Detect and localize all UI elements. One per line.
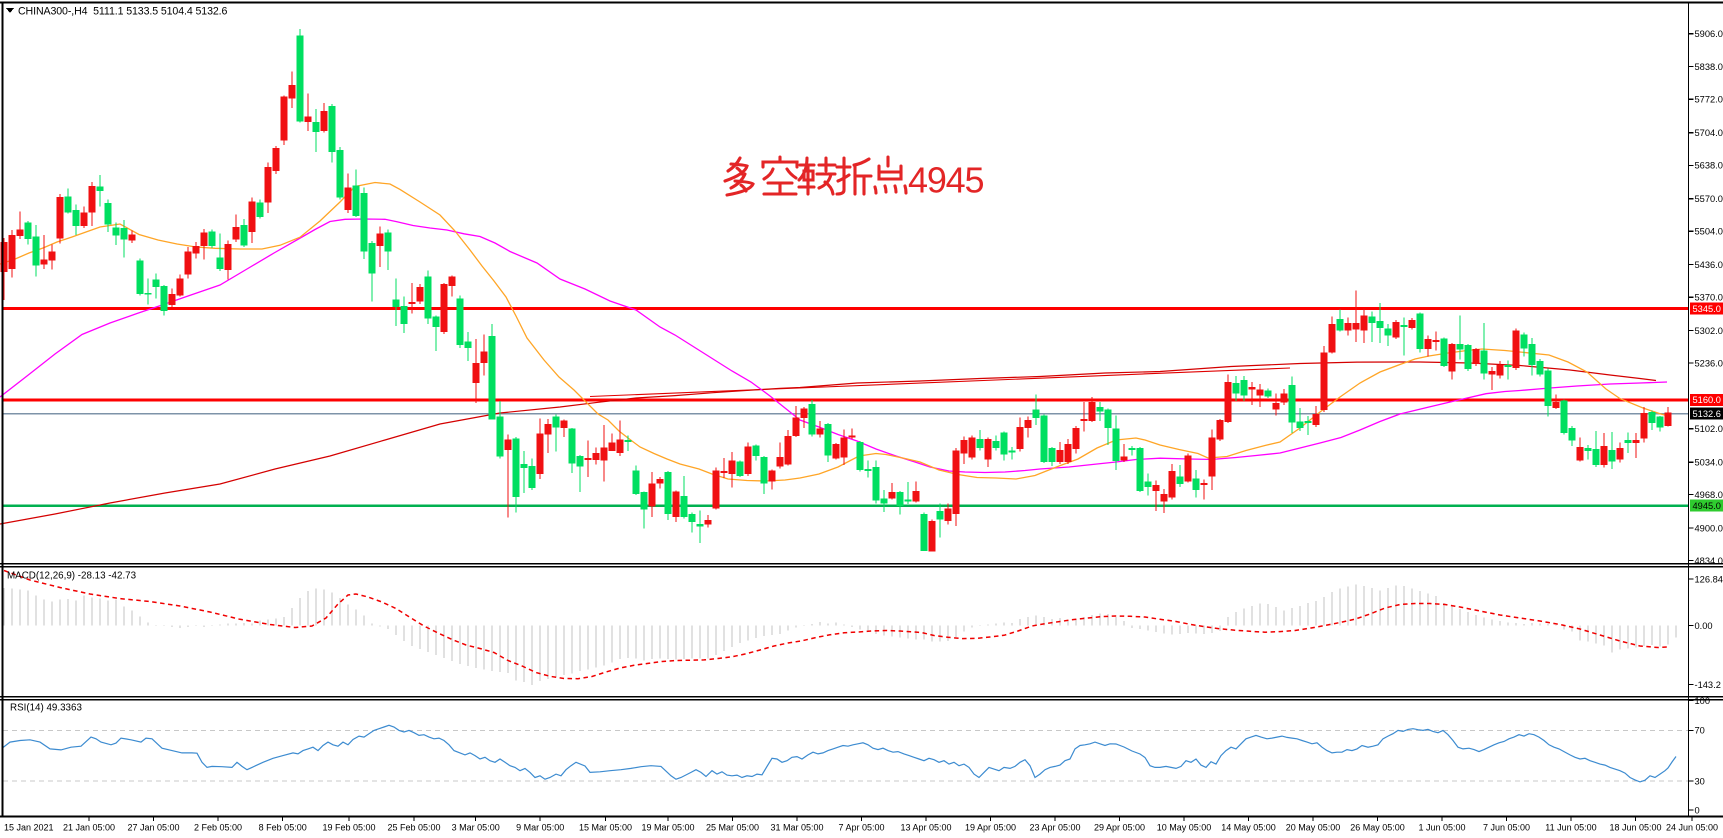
svg-text:11 Jun 05:00: 11 Jun 05:00 [1545,823,1596,833]
svg-text:5838.0: 5838.0 [1695,62,1723,72]
svg-text:4834.0: 4834.0 [1695,556,1723,566]
svg-text:26 May 05:00: 26 May 05:00 [1350,823,1405,833]
svg-text:10 May 05:00: 10 May 05:00 [1157,823,1212,833]
svg-text:18 Jun 05:00: 18 Jun 05:00 [1609,823,1661,833]
svg-text:9 Mar 05:00: 9 Mar 05:00 [516,823,564,833]
svg-text:5160.0: 5160.0 [1693,395,1721,405]
svg-text:4945: 4945 [908,160,983,201]
svg-text:5302.0: 5302.0 [1695,326,1723,336]
svg-text:21 Jan 05:00: 21 Jan 05:00 [63,823,115,833]
svg-text:126.84: 126.84 [1695,574,1723,584]
svg-text:5504.0: 5504.0 [1695,227,1723,237]
svg-text:5570.0: 5570.0 [1695,194,1723,204]
svg-text:20 May 05:00: 20 May 05:00 [1286,823,1341,833]
svg-text:4968.0: 4968.0 [1695,490,1723,500]
svg-text:27 Jan 05:00: 27 Jan 05:00 [127,823,179,833]
svg-text:19 Apr 05:00: 19 Apr 05:00 [965,823,1016,833]
svg-text:4900.0: 4900.0 [1695,523,1723,533]
svg-text:RSI(14) 49.3363: RSI(14) 49.3363 [10,703,82,714]
svg-text:5236.0: 5236.0 [1695,358,1723,368]
svg-text:19 Mar 05:00: 19 Mar 05:00 [641,823,694,833]
svg-text:15 Mar 05:00: 15 Mar 05:00 [579,823,632,833]
svg-text:24 Jun 05:00: 24 Jun 05:00 [1666,823,1718,833]
svg-text:CHINA300-,H4 5111.1 5133.5 51: CHINA300-,H4 5111.1 5133.5 5104.4 5132.6 [18,6,228,18]
svg-text:8 Feb 05:00: 8 Feb 05:00 [259,823,307,833]
svg-text:100: 100 [1695,696,1711,706]
svg-text:70: 70 [1695,726,1705,736]
svg-text:30: 30 [1695,776,1705,786]
svg-text:7 Apr 05:00: 7 Apr 05:00 [838,823,884,833]
svg-text:5704.0: 5704.0 [1695,128,1723,138]
svg-text:4945.0: 4945.0 [1693,501,1721,511]
svg-text:5370.0: 5370.0 [1695,293,1723,303]
svg-text:3 Mar 05:00: 3 Mar 05:00 [452,823,500,833]
svg-text:15 Jan 2021: 15 Jan 2021 [4,823,54,833]
svg-text:14 May 05:00: 14 May 05:00 [1221,823,1276,833]
svg-text:29 Apr 05:00: 29 Apr 05:00 [1094,823,1145,833]
svg-text:25 Feb 05:00: 25 Feb 05:00 [387,823,440,833]
svg-text:0: 0 [1695,805,1700,815]
svg-text:5436.0: 5436.0 [1695,260,1723,270]
svg-text:7 Jun 05:00: 7 Jun 05:00 [1483,823,1530,833]
svg-text:2 Feb 05:00: 2 Feb 05:00 [194,823,242,833]
svg-text:19 Feb 05:00: 19 Feb 05:00 [322,823,375,833]
svg-text:5906.0: 5906.0 [1695,29,1723,39]
svg-text:5772.0: 5772.0 [1695,95,1723,105]
svg-text:5034.0: 5034.0 [1695,458,1723,468]
svg-text:5638.0: 5638.0 [1695,161,1723,171]
svg-text:5345.0: 5345.0 [1693,304,1721,314]
svg-text:5132.6: 5132.6 [1693,409,1721,419]
svg-text:23 Apr 05:00: 23 Apr 05:00 [1029,823,1080,833]
svg-text:MACD(12,26,9) -28.13 -42.73: MACD(12,26,9) -28.13 -42.73 [7,571,137,582]
svg-text:25 Mar 05:00: 25 Mar 05:00 [706,823,759,833]
svg-text:5102.0: 5102.0 [1695,424,1723,434]
svg-text:31 Mar 05:00: 31 Mar 05:00 [770,823,823,833]
svg-text:13 Apr 05:00: 13 Apr 05:00 [900,823,951,833]
svg-text:1 Jun 05:00: 1 Jun 05:00 [1418,823,1465,833]
svg-text:0.00: 0.00 [1695,621,1713,631]
svg-text:-143.2: -143.2 [1695,680,1721,690]
